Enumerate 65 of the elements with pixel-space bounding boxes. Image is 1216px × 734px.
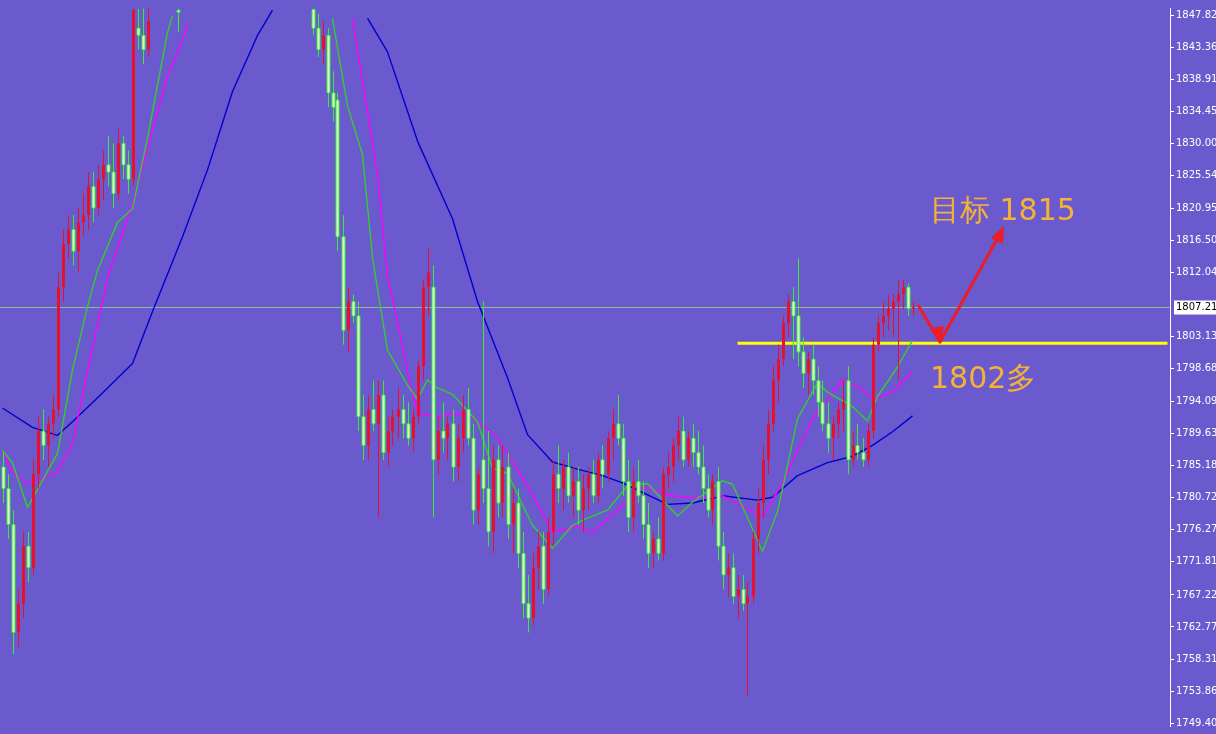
y-tick-label: 1830.00	[1176, 136, 1216, 148]
candlestick	[537, 531, 540, 590]
y-tick-label: 1785.18	[1176, 459, 1216, 471]
y-tick-label: 1847.82	[1176, 8, 1216, 20]
candlestick	[902, 279, 905, 310]
candlestick	[391, 408, 394, 446]
annotation: 1802多	[930, 360, 1037, 395]
candlestick	[746, 581, 749, 697]
candlestick	[677, 416, 680, 461]
y-tick-label: 1753.86	[1176, 684, 1216, 696]
candlestick	[842, 380, 845, 432]
candlestick	[512, 488, 515, 554]
candlestick	[322, 20, 325, 65]
y-tick-label: 1825.54	[1176, 168, 1216, 180]
y-tick-label: 1798.68	[1176, 362, 1216, 374]
candlestick	[837, 401, 840, 439]
candlestick	[877, 315, 880, 353]
candlestick	[652, 531, 655, 569]
candlestick	[587, 466, 590, 511]
candlestick	[47, 416, 50, 468]
y-tick-label: 1843.36	[1176, 40, 1216, 52]
candlestick	[82, 193, 85, 238]
candlestick	[777, 344, 780, 403]
candlestick	[67, 214, 70, 259]
ref-line-label: 1807.21	[1176, 301, 1216, 313]
y-tick-label: 1838.91	[1176, 72, 1216, 84]
candlestick	[582, 473, 585, 533]
candlestick	[852, 430, 855, 468]
y-tick-label: 1749.40	[1176, 716, 1216, 728]
y-tick-label: 1780.72	[1176, 491, 1216, 503]
candlestick	[807, 351, 810, 396]
y-tick-label: 1789.63	[1176, 427, 1216, 439]
y-tick-label: 1762.77	[1176, 620, 1216, 632]
y-tick-label: 1767.22	[1176, 588, 1216, 600]
candlestick	[887, 293, 890, 331]
candlestick	[667, 452, 670, 490]
candlestick	[427, 247, 430, 317]
y-tick-label: 1776.27	[1176, 523, 1216, 535]
candlestick	[102, 149, 105, 202]
annotation: 目标 1815	[930, 192, 1076, 227]
candlestick	[737, 574, 740, 619]
candlestick	[52, 394, 55, 439]
candlestick	[387, 416, 390, 468]
y-tick-label: 1794.09	[1176, 395, 1216, 407]
y-tick-label: 1803.13	[1176, 330, 1216, 342]
y-tick-label: 1771.81	[1176, 555, 1216, 567]
candlestick	[612, 408, 615, 461]
candlestick	[897, 279, 900, 382]
candlestick	[412, 408, 415, 454]
candlestick	[727, 552, 730, 597]
y-tick-label: 1820.95	[1176, 201, 1216, 213]
candlestick	[892, 293, 895, 338]
candlestick	[672, 437, 675, 482]
candlestick	[397, 387, 400, 439]
candlestick	[562, 459, 565, 511]
y-tick-label: 1816.50	[1176, 233, 1216, 245]
y-tick-label: 1834.45	[1176, 104, 1216, 116]
y-tick-label: 1812.04	[1176, 266, 1216, 278]
candlestick	[572, 466, 575, 518]
candlestick	[687, 430, 690, 468]
candlestick	[787, 293, 790, 338]
candlestick	[832, 416, 835, 461]
candlestick	[446, 416, 449, 461]
y-tick-label: 1758.31	[1176, 652, 1216, 664]
candlestick	[882, 301, 885, 338]
